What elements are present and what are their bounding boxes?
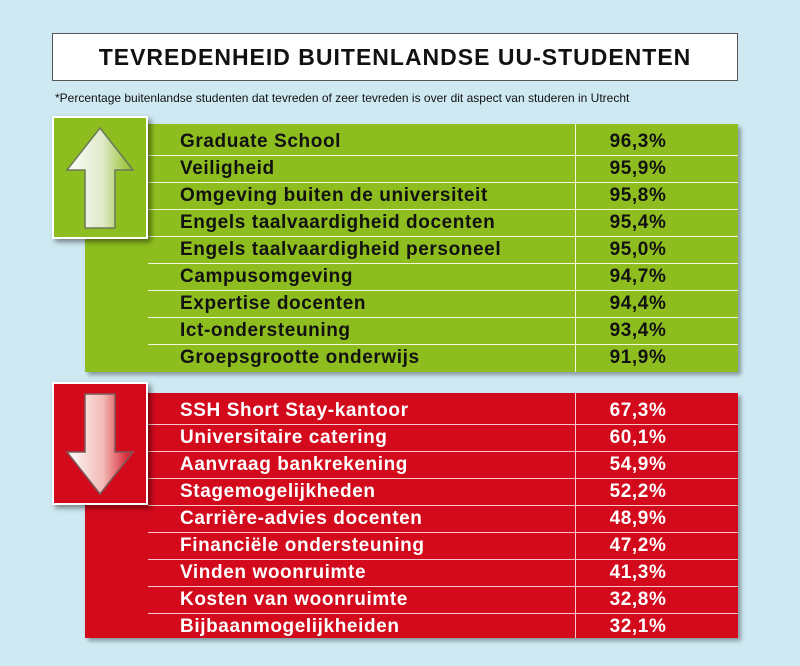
- table-row: Expertise docenten 94,4%: [148, 290, 738, 317]
- row-value: 93,4%: [609, 319, 667, 341]
- row-label: SSH Short Stay-kantoor: [180, 399, 409, 421]
- row-label: Veiligheid: [180, 157, 275, 179]
- row-value: 48,9%: [609, 507, 667, 529]
- table-row: Aanvraag bankrekening 54,9%: [148, 451, 738, 478]
- row-separator: [148, 263, 738, 264]
- table-row: Financiële ondersteuning 47,2%: [148, 532, 738, 559]
- row-separator: [148, 559, 738, 560]
- arrow-down-icon: [65, 392, 135, 495]
- row-label: Kosten van woonruimte: [180, 588, 408, 610]
- row-separator: [148, 424, 738, 425]
- row-separator: [148, 317, 738, 318]
- row-label: Financiële ondersteuning: [180, 534, 425, 556]
- row-value: 67,3%: [609, 399, 667, 421]
- row-value: 94,7%: [609, 265, 667, 287]
- row-value: 60,1%: [609, 426, 667, 448]
- table-row: Engels taalvaardigheid docenten 95,4%: [148, 209, 738, 236]
- arrow-up-box: [52, 116, 148, 239]
- bottom-table-panel: SSH Short Stay-kantoor 67,3% Universitaire…: [85, 393, 738, 638]
- table-row: Groepsgrootte onderwijs 91,9%: [148, 344, 738, 371]
- top-table-panel: Graduate School 96,3% Veiligheid 95,9% Omgev…: [85, 124, 738, 372]
- arrow-up-icon: [65, 126, 135, 229]
- row-separator: [148, 182, 738, 183]
- row-label: Groepsgrootte onderwijs: [180, 346, 420, 368]
- row-value: 95,4%: [609, 211, 667, 233]
- column-separator: [575, 393, 576, 638]
- row-separator: [148, 505, 738, 506]
- row-label: Expertise docenten: [180, 292, 367, 314]
- row-label: Omgeving buiten de universiteit: [180, 184, 488, 206]
- table-row: Omgeving buiten de universiteit 95,8%: [148, 182, 738, 209]
- row-separator: [148, 209, 738, 210]
- arrow-down-box: [52, 382, 148, 505]
- row-value: 47,2%: [609, 534, 667, 556]
- table-row: Stagemogelijkheden 52,2%: [148, 478, 738, 505]
- row-label: Universitaire catering: [180, 426, 388, 448]
- table-row: Graduate School 96,3%: [148, 128, 738, 155]
- row-separator: [148, 586, 738, 587]
- row-value: 52,2%: [609, 480, 667, 502]
- table-row: Bijbaanmogelijkheiden 32,1%: [148, 613, 738, 640]
- chart-subtitle: *Percentage buitenlandse studenten dat t…: [55, 91, 630, 105]
- row-label: Vinden woonruimte: [180, 561, 367, 583]
- table-row: Veiligheid 95,9%: [148, 155, 738, 182]
- row-value: 95,8%: [609, 184, 667, 206]
- row-separator: [148, 236, 738, 237]
- table-row: SSH Short Stay-kantoor 67,3%: [148, 397, 738, 424]
- row-separator: [148, 478, 738, 479]
- row-separator: [148, 290, 738, 291]
- row-value: 96,3%: [609, 130, 667, 152]
- chart-title: TEVREDENHEID BUITENLANDSE UU-STUDENTEN: [52, 33, 738, 81]
- row-value: 32,1%: [609, 615, 667, 637]
- table-row: Carrière-advies docenten 48,9%: [148, 505, 738, 532]
- row-label: Aanvraag bankrekening: [180, 453, 409, 475]
- row-label: Engels taalvaardigheid docenten: [180, 211, 496, 233]
- row-label: Ict-ondersteuning: [180, 319, 351, 341]
- row-value: 95,0%: [609, 238, 667, 260]
- row-separator: [148, 532, 738, 533]
- row-label: Stagemogelijkheden: [180, 480, 376, 502]
- row-separator: [148, 344, 738, 345]
- row-label: Bijbaanmogelijkheiden: [180, 615, 400, 637]
- row-label: Carrière-advies docenten: [180, 507, 423, 529]
- table-row: Kosten van woonruimte 32,8%: [148, 586, 738, 613]
- table-row: Vinden woonruimte 41,3%: [148, 559, 738, 586]
- row-value: 32,8%: [609, 588, 667, 610]
- table-row: Engels taalvaardigheid personeel 95,0%: [148, 236, 738, 263]
- row-value: 94,4%: [609, 292, 667, 314]
- row-value: 91,9%: [609, 346, 667, 368]
- row-value: 54,9%: [609, 453, 667, 475]
- row-value: 41,3%: [609, 561, 667, 583]
- row-label: Campusomgeving: [180, 265, 354, 287]
- row-separator: [148, 155, 738, 156]
- column-separator: [575, 124, 576, 372]
- row-separator: [148, 451, 738, 452]
- row-separator: [148, 613, 738, 614]
- table-row: Universitaire catering 60,1%: [148, 424, 738, 451]
- row-value: 95,9%: [609, 157, 667, 179]
- table-row: Campusomgeving 94,7%: [148, 263, 738, 290]
- table-row: Ict-ondersteuning 93,4%: [148, 317, 738, 344]
- row-label: Graduate School: [180, 130, 342, 152]
- row-label: Engels taalvaardigheid personeel: [180, 238, 502, 260]
